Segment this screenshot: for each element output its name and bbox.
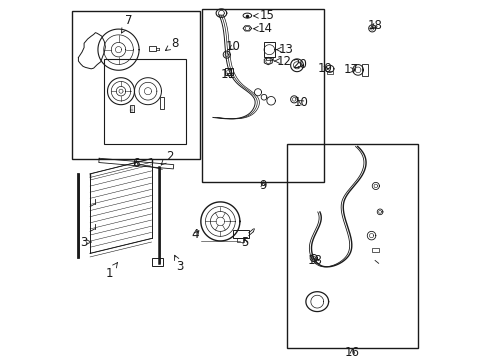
Text: 11: 11 (221, 68, 236, 81)
Text: 20: 20 (291, 58, 306, 71)
Text: 10: 10 (225, 40, 240, 53)
Text: 2: 2 (161, 150, 173, 165)
Text: 7: 7 (121, 14, 133, 33)
Text: 18: 18 (307, 254, 322, 267)
Text: 12: 12 (274, 54, 291, 68)
Text: 14: 14 (253, 22, 272, 35)
Text: 9: 9 (259, 179, 266, 193)
Bar (237, 238, 244, 242)
Bar (371, 248, 378, 252)
Text: 17: 17 (343, 63, 358, 76)
Text: 3: 3 (174, 255, 183, 273)
Text: 15: 15 (253, 9, 274, 22)
Bar (202, 9, 324, 182)
Text: 13: 13 (276, 43, 293, 56)
Text: 4: 4 (191, 228, 199, 242)
Bar (233, 230, 248, 238)
Bar (160, 97, 163, 109)
Bar (129, 105, 134, 112)
Bar (104, 59, 185, 144)
Bar (265, 57, 272, 60)
Bar (152, 258, 163, 266)
Bar (264, 42, 274, 58)
Bar (224, 68, 233, 75)
Text: 8: 8 (165, 37, 179, 50)
Text: 3: 3 (80, 235, 91, 248)
Text: 19: 19 (317, 62, 332, 75)
Text: 5: 5 (241, 236, 248, 249)
Text: 18: 18 (367, 19, 382, 32)
Bar (286, 144, 417, 348)
Text: 10: 10 (293, 96, 308, 109)
Bar (148, 46, 156, 51)
Bar (362, 63, 367, 76)
Text: 1: 1 (105, 263, 117, 280)
Text: 6: 6 (132, 157, 140, 170)
Bar (72, 12, 200, 159)
Bar (326, 71, 332, 74)
Text: 16: 16 (344, 346, 359, 359)
